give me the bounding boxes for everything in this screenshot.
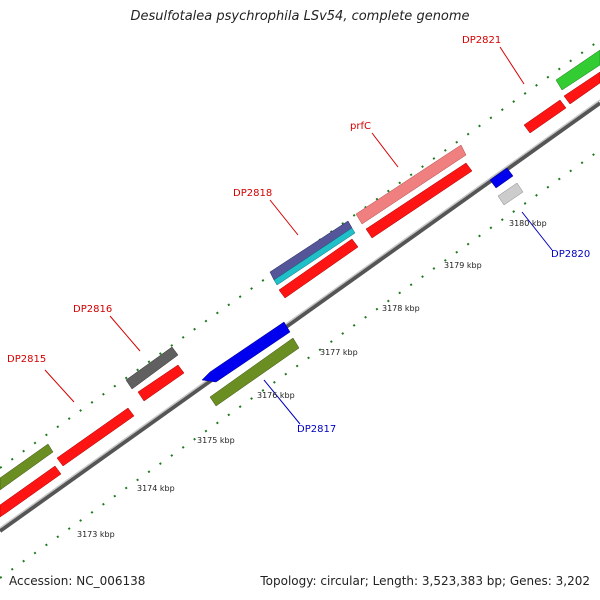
gene-label-dp2815[interactable]: DP2815: [7, 354, 46, 365]
reverse-track: [201, 167, 524, 407]
gene-label-dp2821[interactable]: DP2821: [462, 35, 501, 46]
gene-label-dp2820[interactable]: DP2820: [551, 249, 590, 260]
cds-bar[interactable]: [365, 162, 473, 239]
scale-label: 3179 kbp: [444, 261, 482, 270]
scale-label: 3174 kbp: [137, 484, 175, 493]
scale-label: 3177 kbp: [320, 348, 358, 357]
gene-bar-olive[interactable]: [0, 443, 54, 491]
gene-bar-green[interactable]: [555, 49, 600, 91]
scale-label: 3180 kbp: [509, 219, 547, 228]
summary-text: Topology: circular; Length: 3,523,383 bp…: [260, 574, 590, 588]
label-leaders: [44, 46, 553, 425]
gene-bar-blue[interactable]: [201, 321, 291, 383]
scale-label: 3175 kbp: [197, 436, 235, 445]
accession-text: Accession: NC_006138: [9, 574, 146, 588]
gene-label-dp2816[interactable]: DP2816: [73, 304, 112, 315]
gene-label-dp2817[interactable]: DP2817: [297, 424, 336, 435]
leader-prfc: [371, 132, 399, 168]
gene-bar-grey[interactable]: [125, 346, 179, 390]
gene-bar-cyan[interactable]: [273, 227, 356, 286]
backbone-outer: [0, 101, 600, 533]
leader-dp2818: [269, 199, 299, 236]
cds-bar[interactable]: [523, 99, 567, 134]
gene-track: [0, 49, 600, 491]
cds-bar[interactable]: [137, 364, 185, 402]
gene-labels: DP2815 DP2816 DP2818 prfC DP2821 DP2817 …: [7, 35, 590, 435]
gene-bar-olive-lower[interactable]: [209, 337, 300, 407]
backbone-inner: [0, 99, 600, 529]
leader-dp2816: [109, 315, 141, 352]
cds-bar[interactable]: [56, 407, 135, 467]
tick-line-lower: [0, 149, 600, 579]
gene-bar-blue-small[interactable]: [489, 167, 514, 189]
cds-bar[interactable]: [278, 238, 359, 299]
cds-bar[interactable]: [563, 71, 600, 105]
scale-label: 3176 kbp: [257, 391, 295, 400]
map-title: Desulfotalea psychrophila LSv54, complet…: [130, 9, 470, 24]
gene-bar-lightgrey[interactable]: [497, 182, 524, 206]
gene-label-dp2818[interactable]: DP2818: [233, 188, 272, 199]
gene-bar-pink[interactable]: [355, 144, 467, 225]
scale-label: 3178 kbp: [382, 304, 420, 313]
gene-label-prfc[interactable]: prfC: [350, 121, 371, 132]
leader-dp2815: [44, 369, 75, 403]
scale-labels: 3173 kbp 3174 kbp 3175 kbp 3176 kbp 3177…: [77, 219, 547, 539]
cds-bar[interactable]: [0, 465, 62, 518]
leader-dp2821: [499, 46, 525, 85]
scale-label: 3173 kbp: [77, 530, 115, 539]
leader-dp2817: [263, 379, 301, 425]
leader-dp2820: [521, 211, 553, 251]
cds-track: [0, 71, 600, 518]
